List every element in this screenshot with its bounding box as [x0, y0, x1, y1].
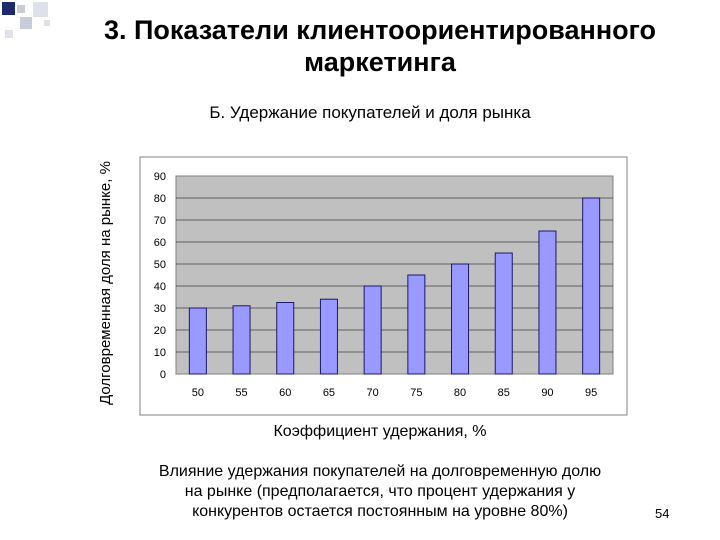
bars: [188, 197, 601, 375]
x-tick-label: 60: [279, 387, 291, 399]
x-tick-label: 95: [585, 387, 597, 399]
x-tick-label: 65: [323, 387, 335, 399]
x-axis-ticks: 50 55 60 65 70 75 80 85 90 95: [192, 387, 598, 399]
x-tick-label: 85: [498, 387, 510, 399]
slide-title-line2: маркетинга: [304, 47, 456, 77]
y-axis-ticks: 0 10 20 30 40 50 60 70 80 90: [154, 171, 166, 381]
slide-title-line1: 3. Показатели клиентоориентированного: [103, 15, 657, 45]
y-tick-label: 10: [154, 347, 166, 359]
caption: Влияние удержания покупателей на долговр…: [120, 462, 640, 522]
y-tick-label: 20: [154, 325, 166, 337]
y-tick-label: 50: [154, 259, 166, 271]
bar-50: [188, 307, 207, 375]
slide-title: 3. Показатели клиентоориентированного ма…: [70, 14, 690, 78]
bar-85: [494, 252, 513, 375]
x-tick-label: 90: [541, 387, 553, 399]
y-tick-label: 0: [160, 369, 166, 381]
caption-line1: Влияние удержания покупателей на долговр…: [158, 463, 602, 480]
x-tick-label: 55: [235, 387, 247, 399]
bar-70: [363, 285, 382, 375]
caption-line3: конкурентов остается постоянным на уровн…: [192, 503, 568, 520]
y-tick-label: 40: [154, 281, 166, 293]
x-tick-label: 75: [410, 387, 422, 399]
bar-55: [232, 305, 251, 375]
x-tick-label: 80: [454, 387, 466, 399]
y-tick-label: 80: [154, 193, 166, 205]
bar-90: [538, 230, 557, 375]
bar-75: [407, 274, 426, 375]
bar-60: [276, 302, 295, 375]
bar-95: [582, 197, 601, 375]
y-tick-label: 60: [154, 237, 166, 249]
y-tick-label: 30: [154, 303, 166, 315]
x-tick-label: 70: [367, 387, 379, 399]
chart-title: Б. Удержание покупателей и доля рынка: [209, 103, 531, 122]
bar-65: [319, 298, 338, 375]
y-tick-label: 90: [154, 171, 166, 183]
x-tick-label: 50: [192, 387, 204, 399]
y-tick-label: 70: [154, 215, 166, 227]
caption-line2: на рынке (предполагается, что процент уд…: [184, 483, 576, 500]
x-axis-label: Коэффициент удержания, %: [273, 423, 487, 440]
bar-80: [451, 263, 470, 375]
page-number: 54: [655, 506, 670, 521]
